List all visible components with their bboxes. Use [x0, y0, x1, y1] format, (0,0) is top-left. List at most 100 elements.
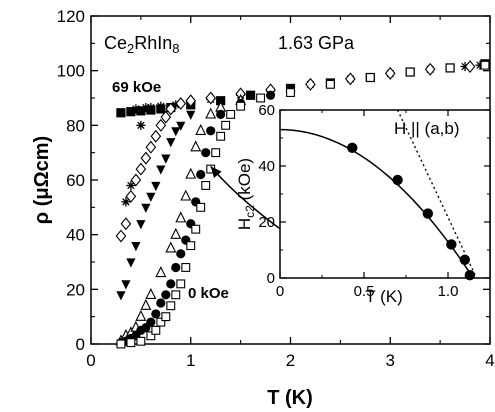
main-y-tick-label: 100 [57, 62, 85, 81]
data-point-filled-triangle-down [126, 258, 136, 268]
data-point-open-diamond [140, 151, 152, 165]
data-point-open-square [365, 73, 375, 82]
data-point-open-square [211, 148, 221, 158]
data-point-open-triangle-up [145, 287, 157, 299]
data-point-open-diamond [175, 97, 187, 110]
inset-data-point [446, 239, 457, 250]
inset-x-tick-label: 1.0 [438, 283, 459, 300]
data-point-asterisk [121, 197, 131, 207]
inset-data-points [347, 142, 476, 281]
data-point-open-square [151, 325, 161, 335]
inset-background [280, 110, 490, 278]
data-point-filled-square [216, 96, 226, 106]
data-point-open-triangle-up [180, 189, 192, 201]
data-point-asterisk [126, 180, 136, 191]
data-point-filled-circle [196, 169, 206, 180]
data-point-open-diamond [150, 129, 162, 143]
data-point-asterisk [131, 104, 141, 114]
inset-y-tick-label: 60 [258, 102, 275, 119]
main-data-points [115, 59, 490, 349]
data-point-open-diamond [345, 72, 356, 86]
field-arrow [210, 165, 281, 230]
data-point-open-triangle-up [195, 123, 207, 135]
main-x-tick-label: 4 [485, 351, 494, 370]
inset-x-tick-label: 0 [276, 283, 284, 300]
inset-x-tick-label: 0.5 [354, 283, 375, 300]
data-point-filled-triangle-down [131, 242, 141, 252]
data-point-open-diamond [205, 91, 217, 105]
data-point-filled-square [136, 106, 146, 116]
inset-tick-marks [279, 109, 490, 279]
data-point-open-square [191, 224, 201, 234]
data-point-open-triangle-up [140, 298, 152, 310]
inset-data-point [459, 254, 470, 265]
data-point-filled-triangle-down [166, 138, 176, 148]
data-point-asterisk [156, 101, 166, 111]
main-x-axis-label: T (K) [267, 387, 313, 409]
inset-data-point [347, 142, 358, 153]
data-point-open-diamond [145, 140, 157, 154]
data-point-open-diamond [130, 173, 142, 187]
data-point-open-diamond [185, 94, 197, 108]
data-point-filled-triangle-down [116, 291, 126, 301]
data-point-open-square [216, 131, 226, 141]
data-point-open-triangle-up [185, 167, 197, 179]
data-point-open-triangle-up [165, 241, 177, 253]
data-point-filled-circle [166, 279, 176, 289]
inset-y-axis-label: Hc2 (kOe) [235, 158, 257, 230]
data-point-open-diamond [384, 66, 396, 80]
data-point-open-triangle-up [155, 266, 167, 278]
main-y-tick-label: 0 [76, 335, 85, 354]
data-point-open-diamond [305, 77, 316, 91]
inset-field-direction-label: H || (a,b) [394, 119, 460, 138]
data-point-filled-circle [176, 249, 186, 259]
data-point-open-diamond [165, 102, 177, 116]
data-point-open-square [286, 88, 295, 97]
data-point-filled-circle [161, 290, 171, 300]
data-point-open-square [196, 202, 206, 212]
data-point-open-square [236, 101, 246, 111]
data-point-open-square [325, 79, 335, 89]
data-point-filled-triangle-down [121, 280, 131, 290]
data-point-open-diamond [125, 189, 137, 203]
data-point-open-square [166, 301, 176, 311]
data-point-filled-circle [265, 90, 276, 100]
data-point-asterisk [146, 102, 156, 113]
zero-field-label: 0 kOe [188, 285, 229, 302]
data-point-open-square [256, 93, 266, 103]
data-point-open-square [226, 109, 236, 119]
data-point-open-triangle-up [205, 107, 217, 119]
data-point-open-triangle-up [135, 309, 147, 321]
data-point-filled-circle [201, 148, 211, 158]
inset-data-point [392, 174, 403, 186]
inset-chart: 0 0.5 1.0 0 20 40 60 H || (a,b) T (K) Hc2 (kO… [235, 102, 491, 306]
main-y-tick-label: 20 [66, 280, 85, 299]
data-point-filled-circle [171, 262, 181, 273]
pressure-label: 1.63 GPa [278, 33, 355, 53]
main-x-tick-label: 2 [286, 351, 295, 370]
inset-y-tick-label: 0 [267, 270, 275, 287]
data-point-open-square [445, 63, 455, 73]
data-point-open-square [201, 181, 211, 190]
data-point-filled-circle [151, 309, 161, 319]
main-x-tick-label: 3 [386, 351, 395, 370]
data-point-filled-triangle-down [136, 220, 146, 230]
main-y-tick-labels: 0 20 40 60 80 100 120 [57, 7, 85, 354]
main-y-tick-label: 120 [57, 7, 85, 26]
data-point-filled-circle [146, 317, 156, 327]
main-y-axis-label: ρ (μΩcm) [31, 136, 53, 224]
data-point-open-triangle-up [190, 140, 202, 152]
data-point-asterisk [136, 120, 146, 130]
data-point-filled-circle [206, 126, 216, 136]
data-point-filled-circle [216, 109, 226, 119]
main-x-tick-labels: 0 1 2 3 4 [86, 351, 494, 370]
data-point-open-diamond [120, 217, 132, 231]
data-point-open-square [221, 120, 231, 130]
inset-y-tick-label: 40 [258, 158, 275, 175]
data-point-filled-triangle-down [146, 192, 156, 202]
data-point-filled-triangle-down [161, 154, 171, 164]
data-point-open-diamond [424, 62, 436, 76]
data-point-filled-triangle-down [171, 127, 181, 137]
data-point-filled-square [116, 108, 126, 118]
